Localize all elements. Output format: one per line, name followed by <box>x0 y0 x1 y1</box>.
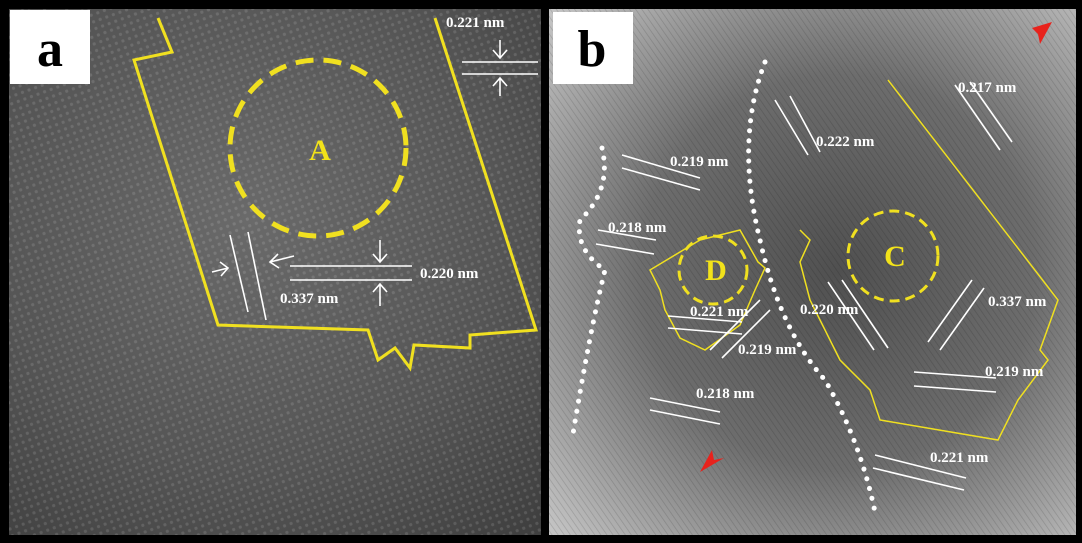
spacing-label: 0.218 nm <box>608 220 667 236</box>
spacing-label: 0.220 nm <box>420 266 479 282</box>
panel-b: b C D 0.217 nm 0.222 nm 0.219 nm 0.218 n… <box>549 9 1076 535</box>
spacing-label: 0.222 nm <box>816 134 875 150</box>
spacing-label: 0.220 nm <box>800 302 859 318</box>
spacing-label: 0.337 nm <box>988 294 1047 310</box>
spacing-label: 0.221 nm <box>690 304 749 320</box>
figure: a A 0.221 nm 0.220 nm 0.337 nm b C D 0.2… <box>0 0 1082 543</box>
spacing-label: 0.337 nm <box>280 291 339 307</box>
region-label: D <box>705 254 727 287</box>
panel-label: b <box>578 21 607 78</box>
spacing-label: 0.221 nm <box>930 450 989 466</box>
panel-a: a A 0.221 nm 0.220 nm 0.337 nm <box>9 9 541 535</box>
spacing-label: 0.221 nm <box>446 15 505 31</box>
spacing-label: 0.219 nm <box>670 154 729 170</box>
panel-label: a <box>37 21 63 78</box>
spacing-label: 0.217 nm <box>958 80 1017 96</box>
region-label: C <box>884 240 906 273</box>
spacing-label: 0.219 nm <box>985 364 1044 380</box>
spacing-label: 0.219 nm <box>738 342 797 358</box>
region-label: A <box>309 134 331 167</box>
spacing-label: 0.218 nm <box>696 386 755 402</box>
